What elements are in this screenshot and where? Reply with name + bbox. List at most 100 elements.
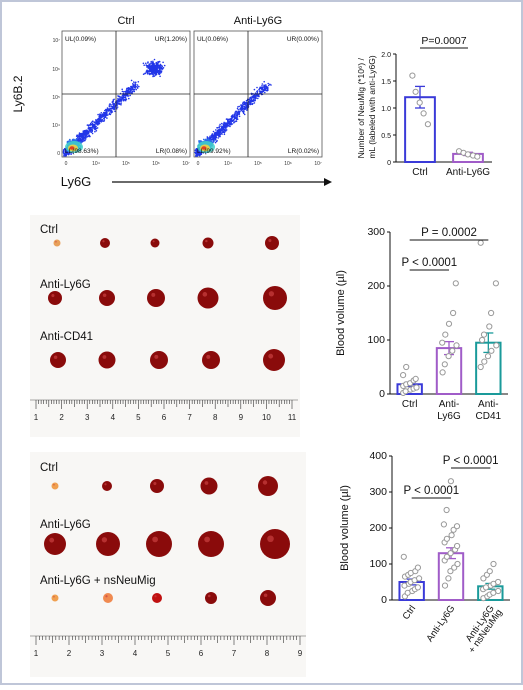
data-point xyxy=(409,72,416,79)
flow-event-dot xyxy=(99,113,101,115)
flow-event-dot xyxy=(90,131,93,133)
flow-event-dot xyxy=(116,106,119,108)
blood-drop-highlight xyxy=(207,594,211,598)
flow-event-dot xyxy=(85,136,87,138)
flow-event-dot xyxy=(82,138,84,141)
ruler-number: 5 xyxy=(136,413,141,422)
flow-event-dot xyxy=(156,71,159,74)
flow-event-dot xyxy=(110,104,112,106)
flow-event-dot xyxy=(152,65,154,67)
blood-drop xyxy=(98,351,116,369)
data-point xyxy=(486,323,493,330)
data-point xyxy=(479,336,486,344)
flow-event-dot xyxy=(137,81,140,83)
x-tick-label: Anti- xyxy=(478,399,499,410)
y-tick: 10⁶ xyxy=(52,67,60,73)
data-point xyxy=(447,568,454,575)
flow-event-dot xyxy=(236,116,238,119)
y-axis-label: Blood volume (µl) xyxy=(339,485,351,571)
flow-event-dot xyxy=(162,61,164,64)
y-axis-label: Blood volume (µl) xyxy=(335,270,347,356)
flow-event-dot xyxy=(110,111,112,113)
flow-event-dot xyxy=(145,62,147,65)
data-point xyxy=(449,347,456,354)
flow-event-dot xyxy=(112,99,114,101)
blood-drop xyxy=(96,532,120,556)
flow-event-dot xyxy=(121,97,124,99)
ruler-number: 6 xyxy=(162,413,167,422)
flow-event-dot xyxy=(143,64,145,66)
data-point xyxy=(439,339,446,346)
flow-event-dot xyxy=(80,141,82,144)
flow-event-dot xyxy=(116,100,118,103)
flow-event-dot xyxy=(259,86,261,89)
quadrant-lr: LR(0.08%) xyxy=(156,148,187,155)
flow-event-dot xyxy=(210,138,213,141)
flow-event-dot xyxy=(91,123,94,125)
y-tick-label: 200 xyxy=(369,522,387,534)
flow-event-dot xyxy=(62,152,65,154)
flow-event-dot xyxy=(198,140,201,143)
flow-event-dot xyxy=(202,138,205,141)
flow-event-dot xyxy=(243,113,246,116)
flow-event-dot xyxy=(212,137,215,139)
flow-event-dot xyxy=(125,98,128,100)
data-point xyxy=(445,575,452,582)
flow-event-dot xyxy=(92,120,94,122)
blood-drop-highlight xyxy=(53,484,55,486)
flow-event-dot xyxy=(216,133,218,135)
flow-event-dot xyxy=(96,123,98,125)
data-point xyxy=(480,331,488,338)
flow-event-dot xyxy=(124,98,126,101)
flow-event-dot xyxy=(236,107,239,110)
flow-event-dot xyxy=(159,75,161,78)
flow-event-dot xyxy=(118,95,121,98)
data-point xyxy=(440,521,447,528)
flow-event-dot xyxy=(263,89,266,92)
flow-event-dot xyxy=(194,149,197,152)
flow-event-dot xyxy=(84,139,86,141)
ruler: 1 2 3 4 5 6 7 8 9 10 11 xyxy=(30,399,298,422)
ruler-number: 7 xyxy=(187,413,192,422)
x-tick: 10⁶ xyxy=(152,161,160,167)
flow-event-dot xyxy=(64,155,66,157)
flow-event-dot xyxy=(160,66,163,69)
flow-event-dot xyxy=(66,140,69,143)
flow-event-dot xyxy=(75,135,78,137)
flow-event-dot xyxy=(147,62,149,64)
ruler-number: 8 xyxy=(265,649,270,658)
flow-x-label: Ly6G xyxy=(61,174,92,189)
y-tick: 0 xyxy=(57,151,60,157)
flow-event-dot xyxy=(195,153,198,155)
flow-event-dot xyxy=(91,121,93,123)
flow-event-dot xyxy=(134,86,136,88)
x-tick: 10⁷ xyxy=(182,161,190,167)
flow-event-dot xyxy=(110,109,113,112)
flow-event-dot xyxy=(246,104,248,106)
flow-event-dot xyxy=(121,90,124,93)
flow-event-dot xyxy=(153,75,156,77)
flow-event-dot xyxy=(108,105,111,108)
flow-event-dot xyxy=(238,113,241,115)
blood-drops xyxy=(44,476,290,606)
flow-event-dot xyxy=(99,115,101,117)
flow-event-dot xyxy=(130,85,133,88)
blood-drop-highlight xyxy=(53,355,58,359)
flow-event-dot xyxy=(269,83,271,86)
flow-event-dot xyxy=(83,129,86,132)
flow-event-dot xyxy=(219,131,221,134)
flow-event-dot xyxy=(253,88,256,91)
quadrant-ll: LL(98.63%) xyxy=(65,148,99,155)
flow-event-dot xyxy=(150,69,152,71)
flow-event-dot xyxy=(105,114,107,116)
flow-event-dot xyxy=(110,105,112,108)
blood-drop-highlight xyxy=(263,593,268,597)
flow-event-dot xyxy=(106,109,108,112)
blood-drop-highlight xyxy=(204,536,210,543)
flow-event-dot xyxy=(151,70,153,72)
flow-event-dot xyxy=(63,148,66,151)
blood-drop xyxy=(263,349,285,371)
flow-event-dot xyxy=(261,83,264,85)
flow-event-dot xyxy=(108,104,111,106)
data-point xyxy=(443,553,450,560)
